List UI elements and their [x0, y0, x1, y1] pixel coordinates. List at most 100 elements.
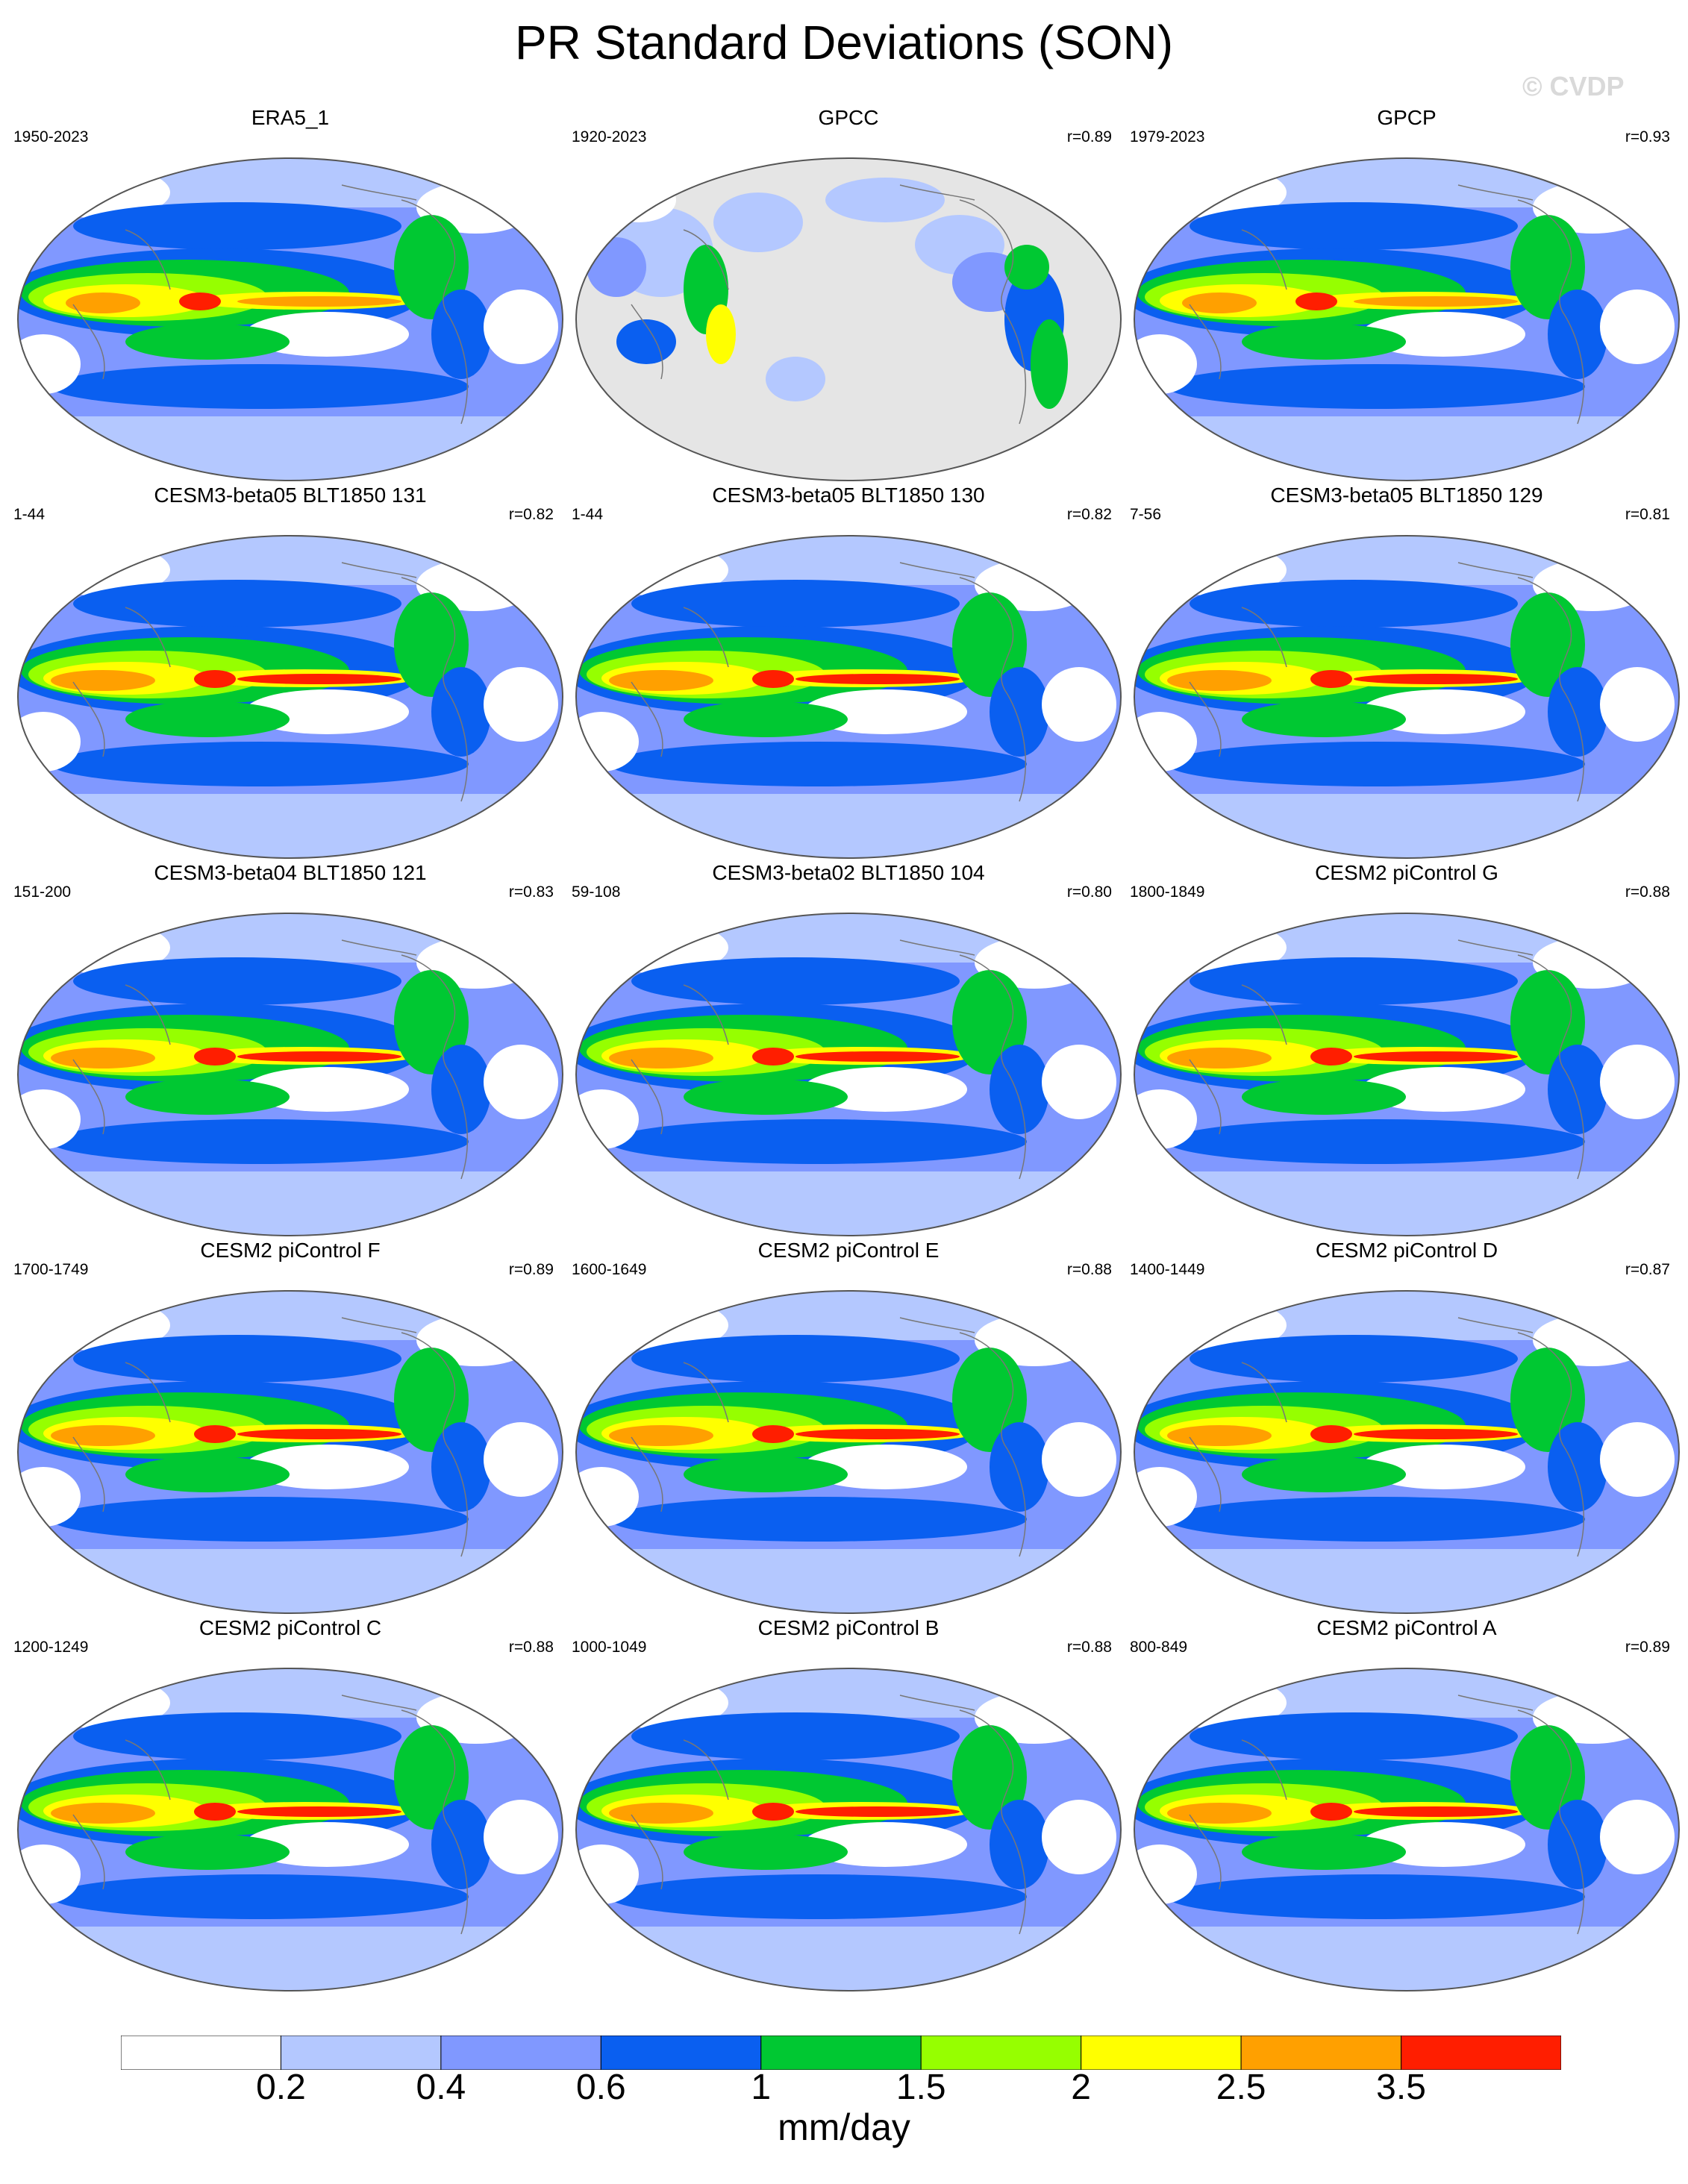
map-field [576, 536, 1121, 858]
watermark: © CVDP [1522, 71, 1625, 101]
globe-outline [17, 1290, 563, 1614]
map-panel: CESM2 piControl B 1000-1049 r=0.88 [572, 1616, 1125, 1994]
coastline [125, 1739, 171, 1800]
map-panel: GPCP 1979-2023 r=0.93 [1130, 106, 1684, 484]
globe-outline [575, 535, 1122, 859]
coastline [1457, 939, 1534, 956]
coastline [683, 607, 729, 668]
map-panel: CESM2 piControl G 1800-1849 r=0.88 [1130, 861, 1684, 1239]
coastline [341, 184, 417, 201]
colorbar-label: 2.5 [1216, 2068, 1266, 2107]
panel-title: CESM2 piControl C [199, 1616, 382, 1639]
colorbar-swatch [121, 2036, 281, 2070]
map-panel: GPCC 1920-2023 r=0.89 [572, 106, 1125, 484]
coastline [1457, 562, 1534, 578]
coastline [341, 1695, 417, 1711]
panel-title: CESM3-beta05 BLT1850 129 [1270, 484, 1543, 507]
map-panel: ERA5_1 1950-2023 [13, 106, 567, 484]
panel-period: 1700-1749 [13, 1261, 89, 1278]
coastline [1241, 229, 1287, 290]
panel-period: 1979-2023 [1130, 128, 1205, 146]
coastline [631, 304, 663, 380]
coastline [1457, 184, 1534, 201]
panel-correlation: r=0.93 [1625, 128, 1670, 146]
coastline [1457, 1695, 1534, 1711]
coastline [1189, 681, 1222, 757]
panel-correlation: r=0.88 [1625, 883, 1670, 901]
map-panel: CESM2 piControl E 1600-1649 r=0.88 [572, 1239, 1125, 1616]
coastline [125, 607, 171, 668]
coastline [959, 199, 1027, 425]
panel-title: GPCP [1377, 106, 1437, 129]
coastline [899, 184, 975, 201]
panel-correlation: r=0.83 [508, 883, 554, 901]
panel-period: 1920-2023 [572, 128, 647, 146]
map-globe [575, 1290, 1122, 1614]
map-field [1134, 158, 1679, 481]
colorbar-swatch [1081, 2036, 1242, 2070]
map-field [18, 536, 563, 858]
figure-title: PR Standard Deviations (SON) [514, 16, 1174, 69]
panel-title: CESM2 piControl F [200, 1239, 381, 1262]
coastline [1189, 1436, 1222, 1512]
colorbar-label: 1.5 [895, 2068, 946, 2107]
coastline [72, 681, 105, 757]
coastline [959, 577, 1027, 802]
globe-outline [1134, 1668, 1680, 1991]
panel-period: 59-108 [572, 883, 621, 901]
coastline [1517, 1709, 1585, 1935]
map-globe [1134, 157, 1680, 481]
map-field [576, 1668, 1121, 1991]
panel-period: 800-849 [1130, 1639, 1188, 1656]
panel-correlation: r=0.82 [508, 506, 554, 523]
coastline [683, 229, 729, 290]
coastline [401, 577, 469, 802]
coastline [1189, 1814, 1222, 1890]
globe-outline [17, 535, 563, 859]
coastline [631, 681, 663, 757]
panel-title: CESM2 piControl E [757, 1239, 940, 1262]
panel-correlation: r=0.88 [508, 1639, 554, 1656]
coastline [683, 984, 729, 1045]
panel-period: 151-200 [13, 883, 72, 901]
map-field [576, 158, 1121, 481]
coastline [1457, 1317, 1534, 1333]
map-panel: CESM3-beta02 BLT1850 104 59-108 r=0.80 [572, 861, 1125, 1239]
globe-outline [1134, 1290, 1680, 1614]
coastline [1241, 1362, 1287, 1423]
coastline [72, 1814, 105, 1890]
coastline [401, 954, 469, 1180]
coastline [125, 1362, 171, 1423]
map-field [18, 158, 563, 481]
panel-title: CESM2 piControl G [1315, 861, 1498, 884]
panel-correlation: r=0.81 [1625, 506, 1670, 523]
globe-outline [575, 1290, 1122, 1614]
coastline [1517, 954, 1585, 1180]
map-panel: CESM2 piControl F 1700-1749 r=0.89 [13, 1239, 567, 1616]
colorbar-label: 3.5 [1376, 2068, 1426, 2107]
map-globe [17, 157, 563, 481]
globe-outline [1134, 157, 1680, 481]
colorbar-label: 0.4 [416, 2068, 466, 2107]
coastline [631, 1436, 663, 1512]
map-panel: CESM3-beta05 BLT1850 129 7-56 r=0.81 [1130, 484, 1684, 861]
panel-correlation: r=0.89 [1625, 1639, 1670, 1656]
panel-period: 1950-2023 [13, 128, 89, 146]
coastline [72, 1436, 105, 1512]
coastline [631, 1059, 663, 1135]
map-field [576, 913, 1121, 1236]
panel-correlation: r=0.80 [1066, 883, 1112, 901]
map-panel: CESM3-beta05 BLT1850 130 1-44 r=0.82 [572, 484, 1125, 861]
panel-title: CESM3-beta04 BLT1850 121 [154, 861, 427, 884]
panel-correlation: r=0.88 [1066, 1261, 1112, 1278]
coastline [125, 229, 171, 290]
coastline [899, 562, 975, 578]
globe-outline [575, 157, 1122, 481]
panel-title: CESM2 piControl A [1316, 1616, 1497, 1639]
panel-period: 1200-1249 [13, 1639, 89, 1656]
colorbar-units: mm/day [778, 2106, 910, 2148]
coastline [1241, 1739, 1287, 1800]
map-globe [1134, 535, 1680, 859]
map-panel: CESM3-beta05 BLT1850 131 1-44 r=0.82 [13, 484, 567, 861]
coastline [1189, 1059, 1222, 1135]
